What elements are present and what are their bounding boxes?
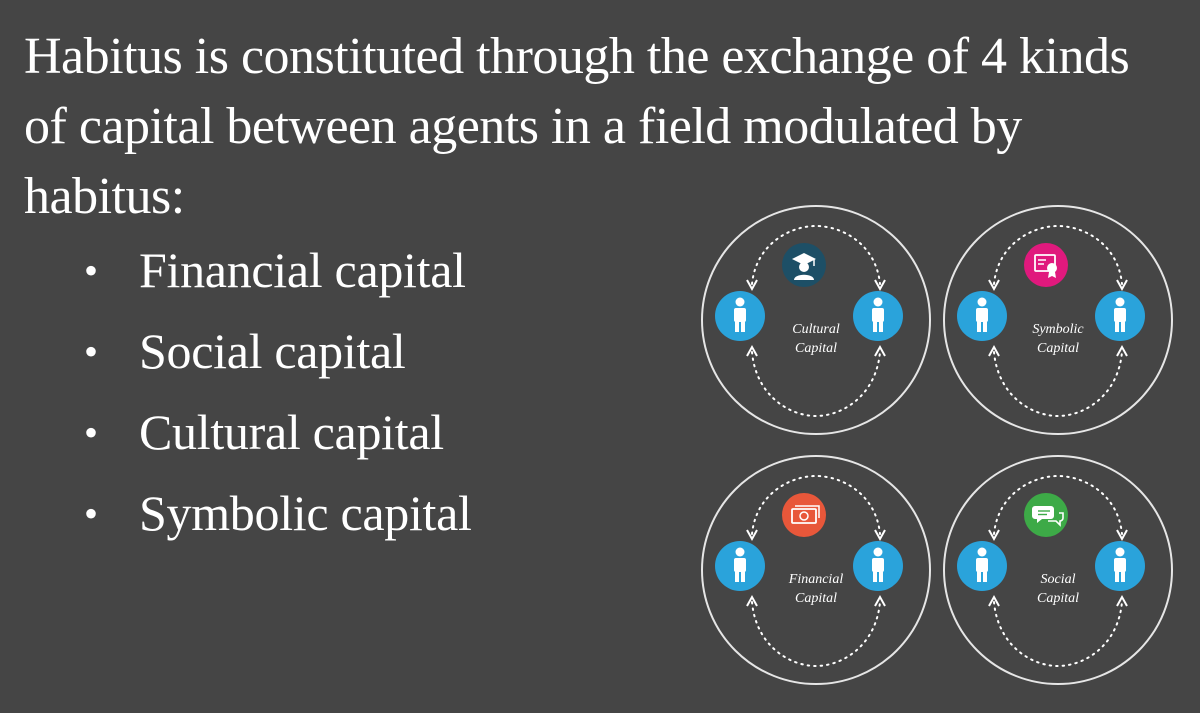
list-item: • Financial capital [0,230,472,311]
capital-diagram-symbolic: Symbolic Capital [942,204,1174,436]
list-item-label: Symbolic capital [139,485,472,541]
capital-label: Symbolic Capital [1008,320,1108,358]
list-item-label: Social capital [139,323,406,379]
capital-label: Cultural Capital [766,320,866,358]
capital-label-line1: Symbolic [1032,322,1084,337]
graduate-icon [782,243,826,287]
arrow-down-left-icon [988,279,1000,292]
arrow-up-left-icon [746,344,758,357]
dotted-path-bottom [993,601,1123,668]
slide-heading: Habitus is constituted through the excha… [24,28,1130,225]
agent-right-icon [853,541,903,591]
money-icon [782,493,826,537]
certificate-icon [1024,243,1068,287]
agent-right-icon [1095,541,1145,591]
arrow-down-left-icon [746,279,758,292]
arrow-down-right-icon [1116,529,1128,542]
list-item: • Cultural capital [0,392,472,473]
bullet-icon: • [84,491,98,536]
outer-ring [943,205,1173,435]
dotted-path-bottom [751,601,881,668]
bullet-icon: • [84,248,98,293]
outer-ring [701,455,931,685]
capital-diagram-financial: Financial Capital [700,454,932,686]
agent-left-icon [715,291,765,341]
arrow-down-left-icon [988,529,1000,542]
capital-label: Financial Capital [766,570,866,608]
dotted-path-bottom [993,351,1123,418]
dotted-path-top [993,474,1123,535]
capital-label-line1: Cultural [792,322,840,337]
agent-left-icon [957,291,1007,341]
arrow-down-right-icon [1116,279,1128,292]
outer-ring [701,205,931,435]
list-item: • Social capital [0,311,472,392]
list-item-label: Cultural capital [139,404,444,460]
dotted-path-bottom [751,351,881,418]
arrow-up-left-icon [988,594,1000,607]
speech-bubbles-icon [1024,493,1068,537]
outer-ring [943,455,1173,685]
arrow-up-left-icon [746,594,758,607]
capital-diagram-social: Social Capital [942,454,1174,686]
capital-label-line2: Capital [1036,341,1079,356]
capital-label-line2: Capital [1036,591,1079,606]
arrow-up-left-icon [988,344,1000,357]
capital-label: Social Capital [1008,570,1108,608]
list-item: • Symbolic capital [0,473,472,554]
agent-left-icon [715,541,765,591]
arrow-up-right-icon [1116,344,1128,357]
dotted-path-top [751,224,881,285]
capital-label-line2: Capital [794,341,837,356]
bullet-icon: • [84,410,98,455]
arrow-up-right-icon [874,594,886,607]
bullet-icon: • [84,329,98,374]
arrow-down-right-icon [874,279,886,292]
dotted-path-top [993,224,1123,285]
agent-left-icon [957,541,1007,591]
agent-right-icon [853,291,903,341]
capital-label-line1: Social [1040,572,1076,587]
capital-label-line1: Financial [788,572,844,587]
list-item-label: Financial capital [139,242,466,298]
capital-list: • Financial capital • Social capital • C… [0,230,472,554]
arrow-up-right-icon [1116,594,1128,607]
capital-diagram-cultural: Cultural Capital [700,204,932,436]
arrow-up-right-icon [874,344,886,357]
dotted-path-top [751,474,881,535]
capital-label-line2: Capital [794,591,837,606]
arrow-down-left-icon [746,529,758,542]
agent-right-icon [1095,291,1145,341]
arrow-down-right-icon [874,529,886,542]
